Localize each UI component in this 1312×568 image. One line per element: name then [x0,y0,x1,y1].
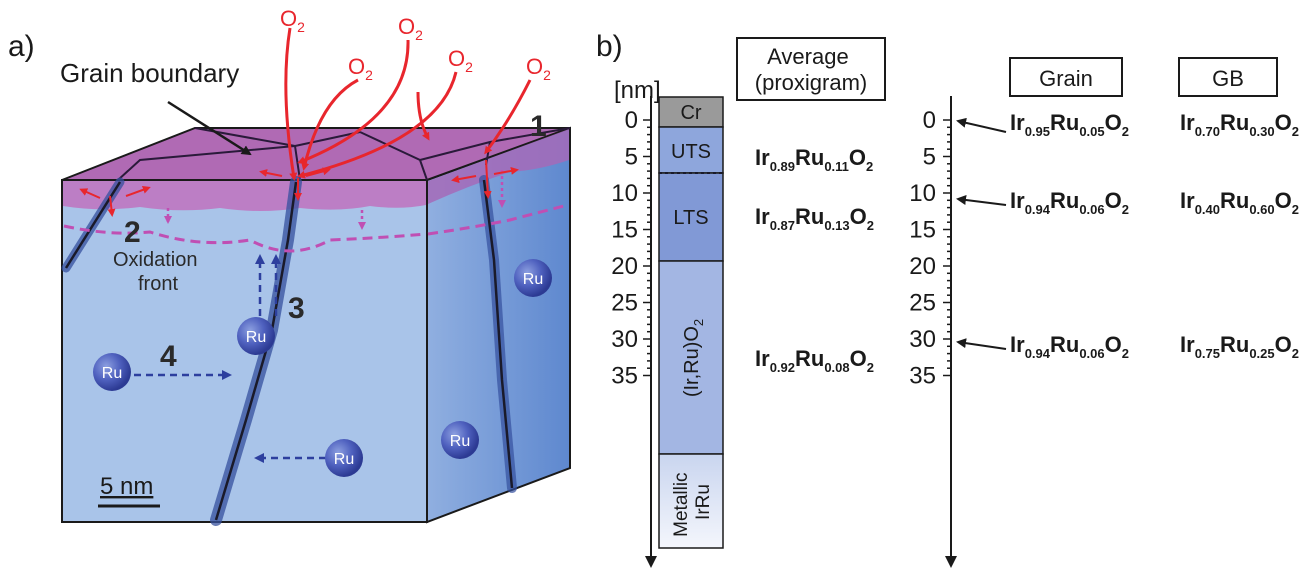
depth-tick-label: 35 [909,363,936,390]
depth-tick-label: 20 [611,253,638,280]
average-formula: Ir0.87Ru0.13O2 [755,204,874,233]
depth-tick-label: 15 [909,217,936,244]
svg-text:Ru: Ru [102,365,122,382]
gb-formula: Ir0.75Ru0.25O2 [1180,332,1299,361]
composition-formulas: Ir0.89Ru0.11O2 Ir0.87Ru0.13O2 Ir0.92Ru0.08… [755,110,1299,375]
depth-tick-label: 10 [611,180,638,207]
depth-tick-label: 5 [625,144,638,171]
depth-axis-right: 0 5 10 15 20 25 30 35 [909,96,957,568]
average-formula: Ir0.92Ru0.08O2 [755,346,874,375]
depth-tick-label: 30 [611,326,638,353]
scale-bar-label: 5 nm [100,473,153,500]
depth-tick-label: 35 [611,363,638,390]
depth-tick-label: 10 [909,180,936,207]
layer-uts-label: UTS [671,141,711,163]
depth-tick-label: 20 [909,253,936,280]
gb-formula: Ir0.40Ru0.60O2 [1180,188,1299,217]
gb-formula: Ir0.70Ru0.30O2 [1180,110,1299,139]
panel-b-label: b) [596,30,623,63]
depth-axis-left: 0 5 10 15 20 25 30 35 [611,96,657,568]
depth-axis-arrowhead [645,556,657,568]
layer-cr-label: Cr [680,102,701,124]
svg-text:Ru: Ru [450,433,470,450]
depth-tick-label: 5 [923,144,936,171]
layer-column: Cr UTS LTS (Ir,Ru)O2 Metallic IrRu [659,97,723,548]
ru-atom: Ru [514,259,552,297]
ru-atom: Ru [325,439,363,477]
grain-header: Grain [1039,66,1093,91]
depth-tick-label: 30 [909,326,936,353]
svg-text:Ru: Ru [334,451,354,468]
step-number-2: 2 [124,216,141,249]
ru-atom: Ru [93,353,131,391]
oxygen-label: O2 [398,14,423,43]
oxygen-label: O2 [448,46,473,75]
ru-atom: Ru [237,317,275,355]
depth-axis-arrowhead [945,556,957,568]
svg-text:Ru: Ru [246,329,266,346]
grain-boundary-label: Grain boundary [60,58,239,88]
depth-tick-label: 0 [625,107,638,134]
oxygen-label: O2 [348,54,373,83]
depth-tick-label: 25 [611,290,638,317]
row-pointer-arrows [958,121,1006,349]
gb-header: GB [1212,66,1244,91]
ru-atom: Ru [441,421,479,459]
oxygen-labels: O2 O2 O2 O2 O2 [280,6,551,83]
panel-b: b) [nm] Average (proxigram) Grain GB Cr … [596,30,1299,568]
step-number-1: 1 [530,110,547,143]
layer-oxide-label: (Ir,Ru)O2 [681,319,706,397]
step-number-3: 3 [288,292,305,325]
panel-a-label: a) [8,30,35,63]
grain-formula: Ir0.94Ru0.06O2 [1010,332,1129,361]
depth-tick-label: 0 [923,107,936,134]
depth-tick-label: 25 [909,290,936,317]
unit-label: [nm] [614,77,661,104]
oxygen-label: O2 [526,54,551,83]
average-header: Average (proxigram) [755,44,867,95]
average-formula: Ir0.89Ru0.11O2 [755,145,873,174]
oxygen-label: O2 [280,6,305,35]
grain-formula: Ir0.95Ru0.05O2 [1010,110,1129,139]
step-number-4: 4 [160,340,177,373]
layer-lts-label: LTS [673,207,708,229]
panel-a: a) Grain boundary [8,6,570,522]
grain-formula: Ir0.94Ru0.06O2 [1010,188,1129,217]
svg-text:Ru: Ru [523,271,543,288]
depth-tick-label: 15 [611,217,638,244]
